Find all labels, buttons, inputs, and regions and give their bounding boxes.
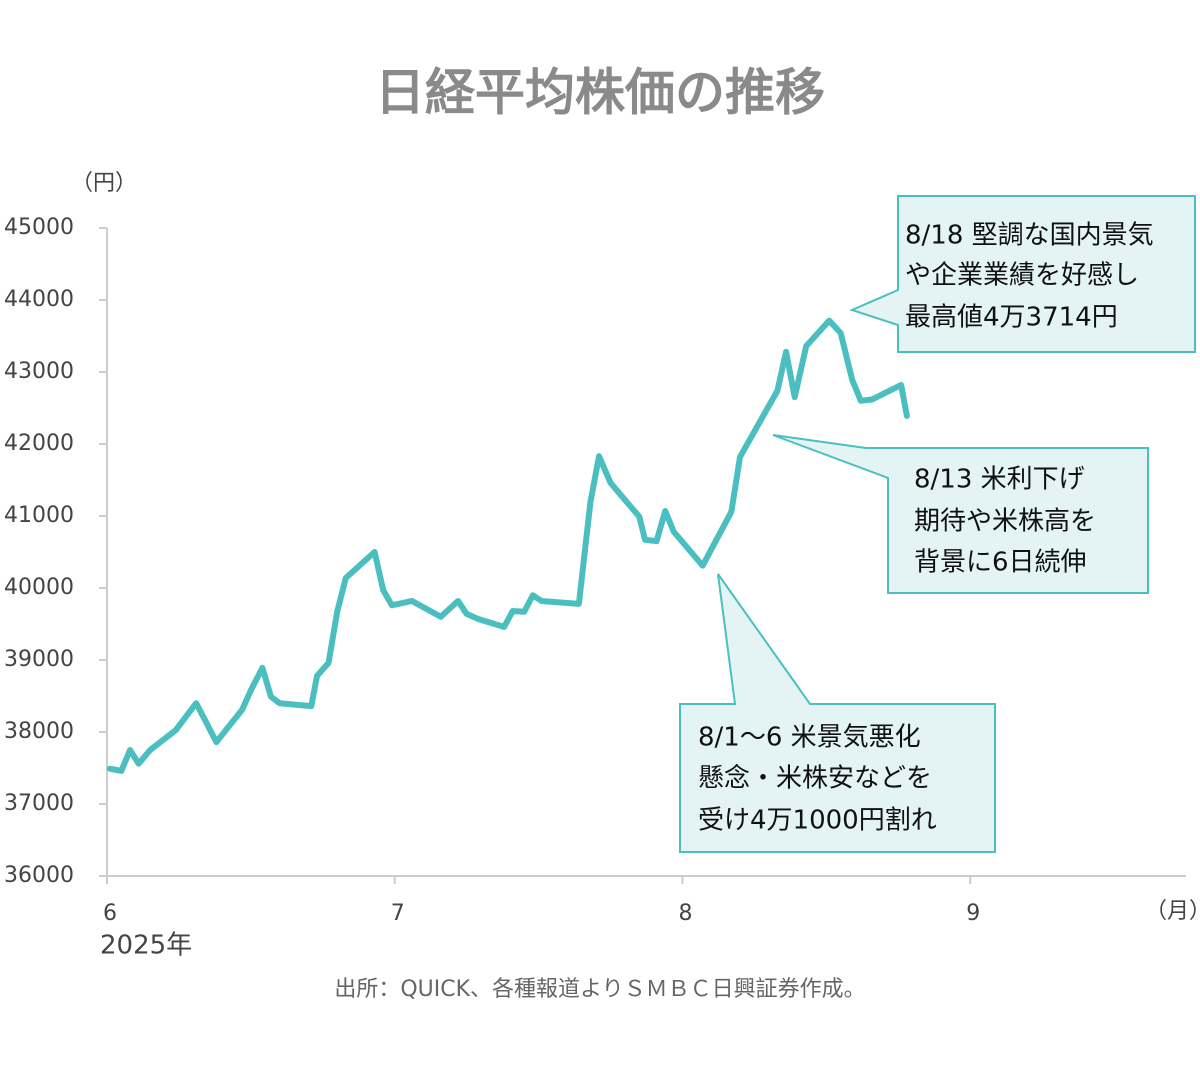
callout-text: 最高値4万3714円 (905, 303, 1118, 333)
callout-text: 期待や米株高を (914, 507, 1096, 537)
callout-text: 8/13 米利下げ (914, 465, 1085, 495)
source-note: 出所：QUICK、各種報道よりＳＭＢＣ日興証券作成。 (334, 977, 865, 1002)
callout-text: 8/18 堅調な国内景気 (905, 221, 1154, 251)
callout-text: 懸念・米株安などを (698, 764, 932, 794)
x-tick-label: 8 (678, 901, 692, 926)
y-tick-label: 44000 (4, 287, 74, 312)
y-tick-label: 43000 (4, 359, 74, 384)
callout-box (679, 573, 996, 853)
y-tick-label: 41000 (4, 503, 74, 528)
chart-title: 日経平均株価の推移 (375, 64, 825, 122)
y-tick-label: 38000 (4, 719, 74, 744)
callout-text: 受け4万1000円割れ (698, 806, 937, 836)
y-tick-label: 36000 (4, 863, 74, 888)
callout-box (849, 195, 1196, 353)
callout-text: 背景に6日続伸 (914, 548, 1087, 578)
x-tick-label: 7 (391, 901, 405, 926)
x-unit: （月） (1145, 899, 1200, 924)
callout-text: 8/1～6 米景気悪化 (698, 723, 921, 753)
y-unit: （円） (71, 171, 137, 196)
series-line (106, 317, 910, 774)
y-tick-label: 40000 (4, 575, 74, 600)
x-tick-label: 9 (966, 901, 980, 926)
y-tick-label: 42000 (4, 431, 74, 456)
y-tick-label: 37000 (4, 791, 74, 816)
y-tick-label: 39000 (4, 647, 74, 672)
y-tick-label: 45000 (4, 215, 74, 240)
callout-text: や企業業績を好感し (905, 261, 1139, 291)
callout-box (772, 434, 1149, 594)
x-tick-label: 6 (103, 901, 117, 926)
year-label: 2025年 (100, 931, 192, 961)
